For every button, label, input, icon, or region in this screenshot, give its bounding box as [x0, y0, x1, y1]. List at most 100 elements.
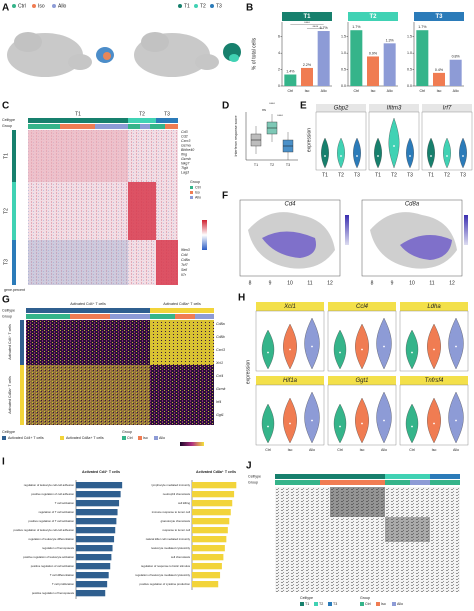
panel-c	[12, 118, 207, 285]
umap-cloud	[141, 32, 169, 52]
violin-median	[311, 345, 313, 348]
gene-label: Tigit	[181, 166, 189, 170]
violin	[406, 137, 414, 169]
category-label: regulation of T cell activation	[39, 510, 75, 514]
category-label: neutrophil chemotaxis	[163, 492, 191, 496]
bar	[284, 74, 297, 86]
axis-title: % of total cells	[251, 37, 257, 70]
x-tick-label: 10	[409, 280, 415, 286]
legend-title: gene.percent	[4, 288, 25, 292]
significance: ****	[304, 21, 310, 25]
legend-label: Ctrl	[127, 436, 133, 440]
violin	[337, 137, 345, 169]
gene-label: Sell	[181, 268, 187, 272]
bar	[192, 554, 224, 561]
bar	[192, 500, 233, 507]
y-tick-label: 6	[278, 35, 280, 39]
cluster-label: T3	[3, 259, 9, 265]
x-tick-label: Iso	[371, 89, 376, 93]
gene-label: Lag3	[181, 170, 189, 174]
legend-label: Ctrl	[195, 185, 201, 189]
gene-label: Gzma	[181, 143, 191, 147]
violin-median	[455, 419, 457, 422]
bar	[192, 572, 221, 579]
x-tick-label: Ctrl	[337, 448, 343, 452]
facet-header	[256, 376, 324, 385]
bar	[76, 572, 109, 579]
y-tick-label: 0.0	[407, 84, 412, 88]
group-bar	[195, 314, 214, 319]
category-label: response to tumor cell	[162, 528, 190, 532]
legend-label: Allo	[397, 602, 403, 606]
y-tick-label: 0	[278, 84, 280, 88]
legend-label: Allo	[195, 195, 201, 199]
category-label: positive regulation of cytokine producti…	[139, 582, 190, 586]
legend-swatch	[2, 436, 6, 440]
value-label: 0.4%	[435, 68, 444, 72]
x-tick-label: 11	[307, 280, 312, 286]
group-bar	[95, 124, 128, 129]
umap-cluster	[103, 52, 111, 60]
gene-label: Ccl4	[216, 374, 223, 378]
violin	[448, 391, 464, 444]
row-annotation	[12, 182, 16, 240]
x-tick-label: Allo	[453, 89, 459, 93]
legend-swatch	[52, 4, 56, 8]
annotation-title: Celltype	[248, 474, 261, 478]
legend-label: Allo	[159, 436, 165, 440]
gene-label: Ifitm3	[181, 248, 190, 252]
violin-median	[393, 145, 395, 147]
facet-header	[328, 302, 396, 311]
group-bar	[70, 314, 110, 319]
legend-swatch	[32, 4, 36, 8]
gene-label: Tcf7	[181, 263, 189, 267]
x-tick-label: Allo	[381, 448, 387, 452]
legend-swatch	[210, 4, 214, 8]
umap-cloud	[195, 54, 219, 70]
x-tick-label: 9	[391, 280, 394, 286]
annotation-title: Group	[248, 480, 258, 484]
category-label: leukocyte mediated cytotoxicity	[151, 546, 190, 550]
legend-swatch	[60, 436, 64, 440]
plot-frame	[255, 310, 325, 372]
y-tick-label: 4	[278, 51, 280, 55]
row-annotation	[20, 320, 24, 365]
facet-header	[422, 104, 472, 112]
facet-title: T1	[303, 14, 311, 20]
violin-median	[377, 155, 379, 157]
legend-label: T3	[216, 3, 222, 9]
legend-label: Ctrl	[365, 602, 371, 606]
facet-header	[256, 302, 324, 311]
x-tick-label: T3	[286, 163, 290, 167]
legend-title: Celltype	[300, 596, 313, 600]
gene-label: Ifng	[181, 152, 187, 156]
chart-title: Activated Cd4⁺ T cells	[82, 470, 120, 474]
legend-title: Group	[122, 430, 132, 434]
panel-label: E	[300, 101, 307, 112]
gene-label: Xcl1	[215, 361, 223, 365]
violin	[459, 137, 467, 169]
category-label: positive regulation of T cell activation	[28, 519, 74, 523]
legend-label: Allo	[58, 3, 67, 9]
value-label: 1.7%	[352, 25, 361, 29]
gene-label: Cxcr3	[181, 139, 190, 143]
plot-frame	[421, 111, 473, 171]
umap-cloud	[14, 32, 42, 52]
cluster-label: T3	[164, 111, 170, 117]
heatmap-block	[150, 320, 214, 365]
legend-label: T2	[200, 3, 206, 9]
group-bar	[320, 480, 385, 485]
panel-label: B	[246, 3, 253, 14]
violin	[283, 397, 297, 444]
legend-swatch	[190, 186, 193, 189]
umap-cluster	[229, 54, 239, 62]
heatmap-block	[385, 517, 430, 542]
plot-frame	[368, 111, 420, 171]
legend-swatch	[12, 4, 16, 8]
category-label: cell killing	[178, 501, 190, 505]
x-tick-label: T1	[428, 172, 434, 178]
plot-frame	[399, 384, 469, 446]
group-bar	[410, 480, 430, 485]
bar	[192, 491, 235, 498]
legend-swatch	[360, 602, 364, 606]
